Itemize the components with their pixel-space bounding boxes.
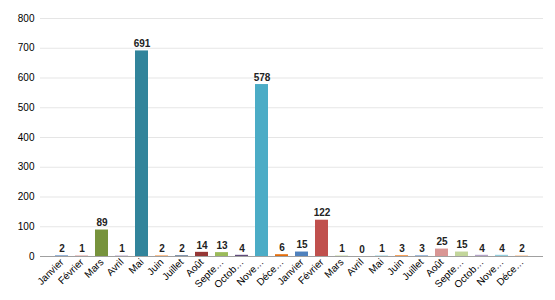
svg-text:Déce…: Déce… [254,256,286,288]
svg-text:Octob…: Octob… [212,256,246,291]
svg-text:0: 0 [29,251,35,262]
svg-text:4: 4 [479,243,485,254]
svg-text:Déce…: Déce… [494,256,525,287]
svg-text:Janvier: Janvier [275,256,306,287]
svg-text:2: 2 [59,243,65,254]
svg-text:Mars: Mars [82,256,106,280]
svg-text:Septe…: Septe… [432,256,466,290]
svg-text:691: 691 [134,38,151,49]
svg-text:0: 0 [359,244,365,255]
svg-text:2: 2 [179,243,185,254]
svg-text:Août: Août [183,256,206,279]
svg-text:700: 700 [18,42,35,53]
svg-text:Juillet: Juillet [160,256,186,282]
svg-text:3: 3 [399,243,405,254]
svg-text:1: 1 [379,243,385,254]
svg-text:Juin: Juin [144,256,166,278]
svg-text:Février: Février [56,256,86,286]
svg-text:578: 578 [254,72,271,83]
svg-text:3: 3 [419,243,425,254]
svg-text:Janvier: Janvier [35,256,66,287]
svg-text:Juin: Juin [384,256,406,278]
svg-text:Février: Février [296,256,326,286]
svg-text:4: 4 [239,243,245,254]
svg-text:Octob…: Octob… [452,256,486,291]
svg-text:122: 122 [314,207,331,218]
svg-text:Avril: Avril [104,256,125,277]
svg-text:25: 25 [436,236,448,247]
svg-text:14: 14 [196,240,208,251]
svg-text:Mars: Mars [322,256,346,280]
svg-text:4: 4 [499,243,505,254]
svg-text:2: 2 [519,243,525,254]
svg-text:2: 2 [159,243,165,254]
svg-text:Août: Août [423,256,446,279]
svg-text:15: 15 [456,239,468,250]
svg-text:6: 6 [279,242,285,253]
svg-text:Juillet: Juillet [400,256,426,282]
svg-text:Septe…: Septe… [192,256,226,290]
svg-text:Mai: Mai [366,256,385,275]
svg-text:1: 1 [79,243,85,254]
svg-text:Nove…: Nove… [234,256,266,288]
svg-text:15: 15 [296,239,308,250]
svg-text:800: 800 [18,13,35,24]
svg-text:1: 1 [339,243,345,254]
svg-text:500: 500 [18,102,35,113]
svg-text:1: 1 [119,243,125,254]
svg-text:600: 600 [18,72,35,83]
svg-text:200: 200 [18,191,35,202]
svg-text:100: 100 [18,221,35,232]
svg-text:Avril: Avril [344,256,365,277]
svg-text:400: 400 [18,132,35,143]
svg-text:89: 89 [96,217,108,228]
svg-text:300: 300 [18,161,35,172]
svg-text:Nove…: Nove… [474,256,506,288]
svg-text:13: 13 [216,240,228,251]
svg-text:Mai: Mai [126,256,145,275]
